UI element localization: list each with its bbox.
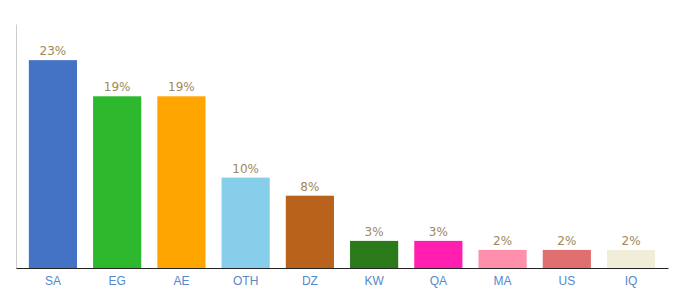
bar — [29, 60, 77, 268]
x-tick-label: EG — [109, 274, 126, 288]
data-label: 23% — [40, 44, 67, 58]
x-tick: OTH — [233, 274, 258, 288]
bar — [479, 250, 527, 268]
data-label: 8% — [300, 180, 319, 194]
x-tick-label: QA — [430, 274, 447, 288]
x-tick-label: US — [558, 274, 575, 288]
bar — [222, 178, 270, 268]
x-tick-label: OTH — [233, 274, 258, 288]
x-tick: SA — [45, 274, 61, 288]
data-label: 19% — [104, 80, 131, 94]
data-label: 2% — [557, 234, 576, 248]
x-axis-line — [17, 268, 669, 269]
x-tick-label: MA — [494, 274, 512, 288]
x-tick: MA — [494, 274, 512, 288]
x-tick: DZ — [302, 274, 318, 288]
data-label: 3% — [365, 225, 384, 239]
bar — [157, 96, 205, 268]
bar — [414, 241, 462, 268]
bar — [607, 250, 655, 268]
bar — [350, 241, 398, 268]
data-label: 2% — [622, 234, 641, 248]
data-label: 3% — [429, 225, 448, 239]
data-label: 2% — [493, 234, 512, 248]
chart: SAEGAEOTHDZKWQAMAUSIQ23%19%19%10%8%3%3%2… — [0, 0, 680, 300]
data-labels: 23% 19% 19% 10% 8% 3% 3% 2% 2% 2% — [40, 44, 641, 248]
x-axis: SA EG AE OTH DZ KW QA MA US IQ — [17, 269, 669, 288]
bars — [29, 60, 655, 268]
y-axis-line — [16, 25, 17, 269]
bar — [286, 196, 334, 268]
data-label: 19% — [168, 80, 195, 94]
bar — [93, 96, 141, 268]
data-label: 10% — [232, 162, 259, 176]
x-tick-label: IQ — [625, 274, 638, 288]
x-tick: AE — [173, 274, 189, 288]
x-tick: US — [558, 274, 575, 288]
x-tick: KW — [364, 274, 384, 288]
y-axis — [16, 25, 17, 269]
x-tick-label: DZ — [302, 274, 318, 288]
x-tick: EG — [109, 274, 126, 288]
x-tick-label: KW — [364, 274, 384, 288]
plot: SAEGAEOTHDZKWQAMAUSIQ23%19%19%10%8%3%3%2… — [17, 25, 669, 288]
bar — [543, 250, 591, 268]
x-tick-label: SA — [45, 274, 61, 288]
x-tick: IQ — [625, 274, 638, 288]
x-tick-label: AE — [173, 274, 189, 288]
x-tick: QA — [430, 274, 447, 288]
